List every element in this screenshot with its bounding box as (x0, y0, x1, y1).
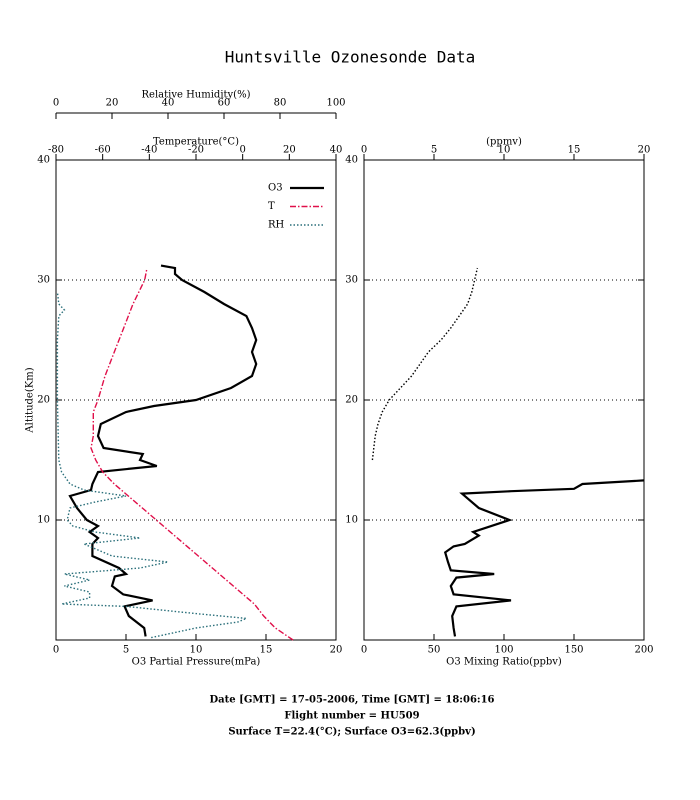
x-tick-label: 150 (564, 645, 583, 656)
y-tick-label: 40 (345, 155, 358, 166)
legend-label: O3 (268, 183, 283, 194)
x-tick-label: 10 (190, 645, 203, 656)
x-tick-label: 20 (106, 98, 119, 109)
x-tick-label: 80 (274, 98, 287, 109)
x-axis-label: O3 Mixing Ratio(ppbv) (446, 657, 562, 668)
x-tick-label: 20 (283, 145, 296, 156)
x-tick-label: 40 (162, 98, 175, 109)
y-tick-label: 20 (37, 395, 50, 406)
x-tick-label: -80 (48, 145, 64, 156)
x-tick-label: 0 (361, 645, 367, 656)
x-tick-label: 0 (239, 145, 245, 156)
note: Flight number = HU509 (284, 711, 419, 722)
y-tick-label: 30 (37, 275, 50, 286)
x-tick-label: -20 (188, 145, 204, 156)
x-axis-label: Relative Humidity(%) (142, 90, 251, 101)
y-tick-label: 40 (37, 155, 50, 166)
x-tick-label: 0 (361, 145, 367, 156)
x-tick-label: -60 (95, 145, 111, 156)
y-tick-label: 30 (345, 275, 358, 286)
y-tick-label: 20 (345, 395, 358, 406)
x-tick-label: 100 (326, 98, 345, 109)
x-tick-label: 100 (494, 645, 513, 656)
y-tick-label: 10 (345, 515, 358, 526)
data-line (68, 264, 258, 637)
page-title: Huntsville Ozonesonde Data (225, 48, 475, 67)
x-tick-label: 5 (123, 645, 129, 656)
x-axis-label: O3 Partial Pressure(mPa) (132, 657, 261, 668)
note: Date [GMT] = 17-05-2006, Time [GMT] = 18… (209, 695, 494, 706)
x-tick-label: 50 (428, 645, 441, 656)
y-axis-label: Altitude(Km) (25, 367, 36, 433)
x-tick-label: 40 (330, 145, 343, 156)
note: Surface T=22.4(°C); Surface O3=62.3(ppbv… (228, 727, 475, 738)
x-tick-label: 0 (53, 645, 59, 656)
x-tick-label: -40 (141, 145, 157, 156)
x-tick-label: 15 (568, 145, 581, 156)
legend-label: RH (268, 220, 285, 231)
data-line (443, 479, 645, 637)
x-tick-label: 0 (53, 98, 59, 109)
x-tick-label: 20 (638, 145, 651, 156)
data-line (371, 267, 479, 461)
x-axis-label: (ppmv) (486, 137, 522, 148)
x-axis-label: Temperature(°C) (153, 137, 239, 148)
x-tick-label: 20 (330, 645, 343, 656)
x-tick-label: 60 (218, 98, 231, 109)
data-line (56, 291, 247, 639)
x-tick-label: 5 (431, 145, 437, 156)
data-line (90, 267, 294, 641)
legend-label: T (268, 201, 275, 212)
x-tick-label: 10 (498, 145, 511, 156)
x-tick-label: 200 (634, 645, 653, 656)
y-tick-label: 10 (37, 515, 50, 526)
x-tick-label: 15 (260, 645, 273, 656)
